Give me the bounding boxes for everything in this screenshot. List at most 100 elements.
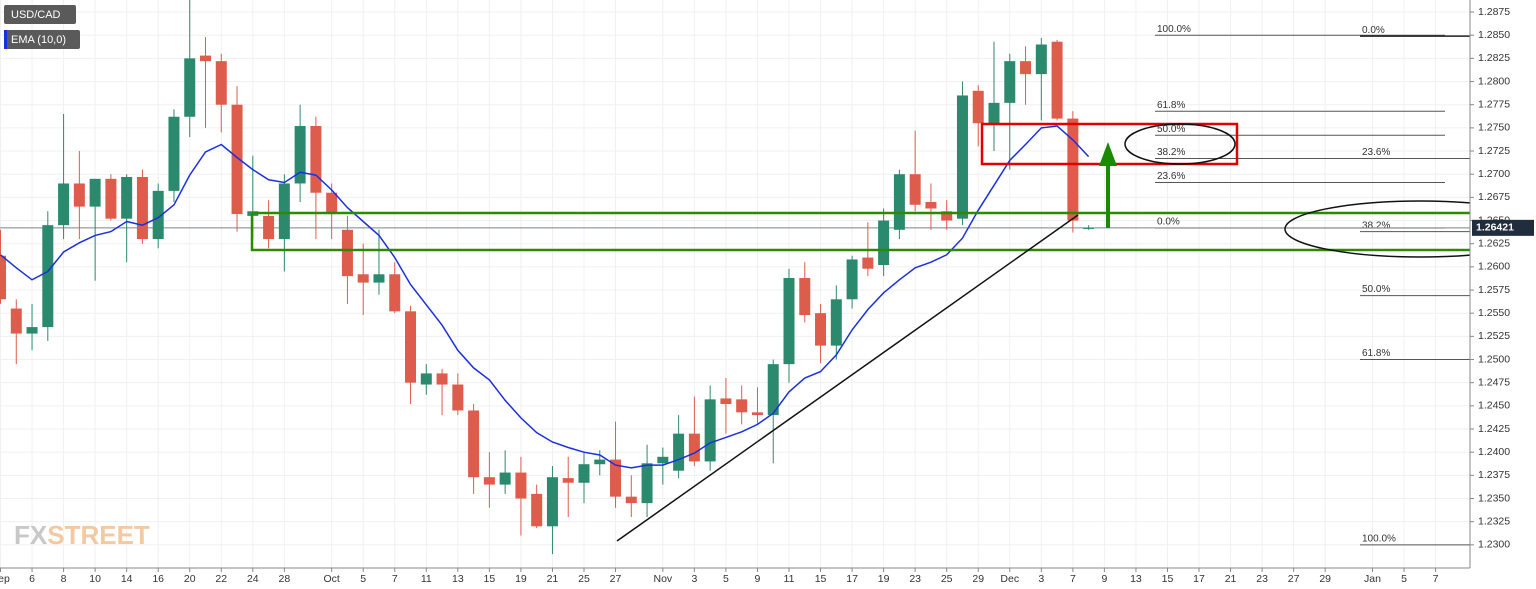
x-tick-label: 5 (1401, 573, 1407, 585)
candle-body (862, 257, 874, 269)
candle-body (326, 192, 338, 215)
candle-body (1067, 118, 1079, 221)
x-tick-label: 13 (452, 573, 464, 585)
fib-label: 0.0% (1157, 217, 1180, 228)
y-tick-label: 1.2750 (1478, 122, 1510, 134)
last-price-label: 1.26421 (1476, 222, 1514, 234)
y-tick-label: 1.2350 (1478, 492, 1510, 504)
x-tick-label: 15 (815, 573, 827, 585)
candle-body (893, 174, 905, 230)
candle-body (483, 477, 495, 485)
x-tick-label: 13 (1130, 573, 1142, 585)
x-tick-label: 23 (1256, 573, 1268, 585)
candle-body (121, 176, 133, 219)
x-tick-label: 17 (1193, 573, 1205, 585)
candle-body (956, 95, 968, 219)
x-tick-label: 27 (1288, 573, 1300, 585)
y-tick-label: 1.2400 (1478, 446, 1510, 458)
y-tick-label: 1.2525 (1478, 330, 1510, 342)
x-tick-label: 3 (1038, 573, 1044, 585)
candle-body (184, 58, 196, 117)
x-tick-label: 22 (215, 573, 227, 585)
candle-body (767, 364, 779, 416)
x-tick-label: 5 (360, 573, 366, 585)
fib-label: 23.6% (1157, 171, 1185, 182)
y-tick-label: 1.2775 (1478, 98, 1510, 110)
y-tick-label: 1.2500 (1478, 353, 1510, 365)
y-tick-label: 1.2550 (1478, 307, 1510, 319)
candle-body (231, 104, 243, 215)
candle-body (215, 61, 227, 105)
x-tick-label: 15 (1162, 573, 1174, 585)
candle-body (909, 174, 921, 205)
candle-body (878, 220, 890, 266)
x-tick-label: Jan (1364, 573, 1381, 585)
candle-body (373, 274, 385, 283)
y-tick-label: 1.2800 (1478, 75, 1510, 87)
y-tick-label: 1.2325 (1478, 515, 1510, 527)
y-tick-label: 1.2300 (1478, 539, 1510, 551)
x-tick-label: 23 (909, 573, 921, 585)
plot-area: 100.0% 61.8% 50.0% 38.2% 23.6% 0.0% 0.0% 23.6% 3… (0, 0, 1470, 555)
candle-body (578, 464, 590, 483)
x-tick-label: 14 (121, 573, 133, 585)
last-price-tag (1472, 219, 1534, 236)
ellipse (1124, 123, 1236, 165)
x-tick-label: 8 (61, 573, 67, 585)
candle-body (58, 183, 70, 226)
y-tick-label: 1.2575 (1478, 284, 1510, 296)
candle-body (988, 102, 1000, 124)
candle-body (278, 183, 290, 240)
candle-body (499, 472, 511, 485)
x-tick-label: 19 (878, 573, 890, 585)
candle-body (357, 274, 369, 283)
x-tick-label: 3 (691, 573, 697, 585)
support-box (250, 213, 1470, 252)
y-tick-label: 1.2625 (1478, 237, 1510, 249)
y-tick-label: 1.2875 (1478, 6, 1510, 18)
y-tick-label: 1.2425 (1478, 423, 1510, 435)
candle-body (0, 255, 6, 300)
candle-body (1083, 227, 1095, 229)
x-tick-label: 9 (755, 573, 761, 585)
x-tick-label: Oct (323, 573, 339, 585)
candle-body (420, 373, 432, 385)
candle-body (168, 116, 180, 191)
candle-body (10, 308, 22, 334)
x-tick-label: 20 (184, 573, 196, 585)
candle-body (1004, 61, 1016, 103)
candle-body (610, 459, 622, 497)
x-tick-label: 27 (610, 573, 622, 585)
y-tick-label: 1.2675 (1478, 191, 1510, 203)
fib-label: 0.0% (1362, 25, 1385, 36)
candle-body (405, 311, 417, 383)
candle-body (452, 384, 464, 411)
x-tick-label: 11 (421, 573, 432, 585)
y-tick-label: 1.2475 (1478, 376, 1510, 388)
legend-box (4, 5, 76, 24)
fib-label: 38.2% (1157, 147, 1185, 158)
candle-body (594, 459, 606, 465)
fib-label: 100.0% (1157, 24, 1191, 35)
candle-body (263, 215, 275, 240)
candle-body (341, 229, 353, 277)
x-tick-label: 21 (547, 573, 559, 585)
ellipse (1284, 200, 1470, 258)
candle-body (815, 313, 827, 346)
candle-body (531, 493, 543, 527)
candle-body (562, 478, 574, 483)
watermark-part: FX (14, 520, 48, 550)
candle-body (468, 410, 480, 478)
candle-body (688, 433, 700, 462)
annotations (250, 122, 1470, 542)
fib-label: 50.0% (1157, 124, 1185, 135)
y-tick-label: 1.2375 (1478, 469, 1510, 481)
candle-body (704, 399, 716, 462)
x-tick-label: Nov (653, 573, 672, 585)
x-tick-label: 25 (578, 573, 590, 585)
x-tick-label: 9 (1101, 573, 1107, 585)
x-tick-label: 7 (392, 573, 398, 585)
watermark-part: STREET (47, 520, 150, 550)
